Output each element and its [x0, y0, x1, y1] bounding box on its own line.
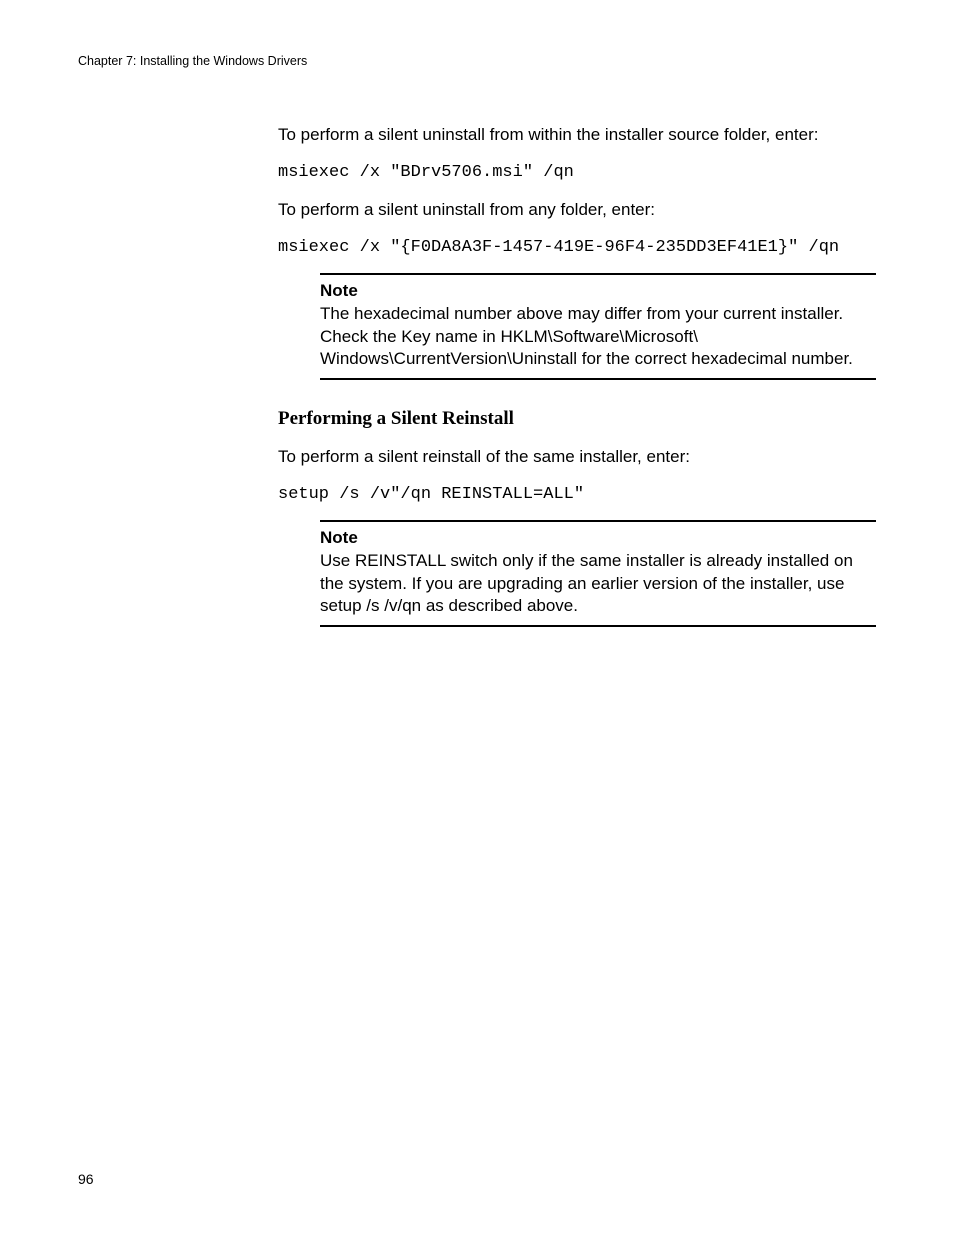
note-body: Use REINSTALL switch only if the same in…	[320, 550, 876, 616]
page: Chapter 7: Installing the Windows Driver…	[0, 0, 954, 1235]
paragraph: To perform a silent reinstall of the sam…	[278, 446, 876, 469]
paragraph: To perform a silent uninstall from withi…	[278, 124, 876, 147]
note-block: Note The hexadecimal number above may di…	[320, 273, 876, 379]
code-block: msiexec /x "{F0DA8A3F-1457-419E-96F4-235…	[278, 236, 876, 260]
content-area: To perform a silent uninstall from withi…	[278, 124, 876, 627]
note-block: Note Use REINSTALL switch only if the sa…	[320, 520, 876, 626]
code-block: msiexec /x "BDrv5706.msi" /qn	[278, 161, 876, 185]
page-number: 96	[78, 1171, 94, 1187]
paragraph: To perform a silent uninstall from any f…	[278, 199, 876, 222]
note-title: Note	[320, 528, 876, 548]
running-head: Chapter 7: Installing the Windows Driver…	[78, 54, 876, 68]
code-block: setup /s /v"/qn REINSTALL=ALL"	[278, 483, 876, 507]
note-title: Note	[320, 281, 876, 301]
section-heading: Performing a Silent Reinstall	[278, 408, 876, 430]
note-body: The hexadecimal number above may differ …	[320, 303, 876, 369]
